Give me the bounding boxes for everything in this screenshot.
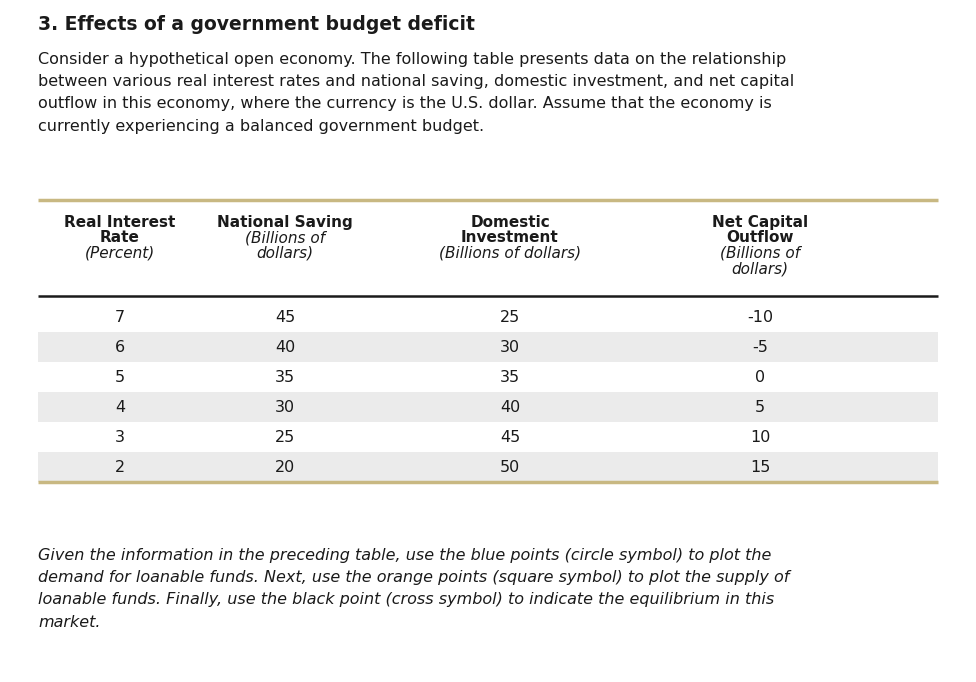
Text: 15: 15: [750, 460, 770, 475]
Text: 35: 35: [275, 370, 295, 385]
Text: 25: 25: [275, 430, 295, 445]
Text: 45: 45: [275, 310, 295, 325]
Text: Consider a hypothetical open economy. The following table presents data on the r: Consider a hypothetical open economy. Th…: [38, 52, 794, 134]
Text: 20: 20: [275, 460, 295, 475]
Text: dollars): dollars): [731, 261, 789, 276]
Text: dollars): dollars): [257, 246, 313, 261]
Bar: [38, 332, 938, 362]
Text: 7: 7: [115, 310, 125, 325]
Text: Real Interest: Real Interest: [64, 215, 176, 230]
Text: (Billions of dollars): (Billions of dollars): [439, 246, 581, 261]
Text: (Billions of: (Billions of: [720, 246, 800, 261]
Text: 30: 30: [275, 400, 295, 415]
Text: Net Capital: Net Capital: [712, 215, 808, 230]
Text: 45: 45: [500, 430, 520, 445]
Text: 30: 30: [500, 340, 520, 355]
Text: 5: 5: [115, 370, 125, 385]
Text: Investment: Investment: [461, 231, 559, 246]
Text: 10: 10: [750, 430, 770, 445]
Text: 2: 2: [115, 460, 125, 475]
Text: National Saving: National Saving: [217, 215, 353, 230]
Text: 40: 40: [500, 400, 520, 415]
Text: (Percent): (Percent): [85, 246, 155, 261]
Text: Domestic: Domestic: [470, 215, 549, 230]
Text: Given the information in the preceding table, use the blue points (circle symbol: Given the information in the preceding t…: [38, 548, 790, 629]
Text: 4: 4: [115, 400, 125, 415]
Text: 5: 5: [755, 400, 765, 415]
Text: 3: 3: [115, 430, 125, 445]
Text: 50: 50: [500, 460, 520, 475]
Text: 25: 25: [500, 310, 520, 325]
Text: -5: -5: [752, 340, 768, 355]
Text: 6: 6: [115, 340, 125, 355]
Text: -10: -10: [747, 310, 773, 325]
Text: 0: 0: [755, 370, 765, 385]
Bar: [38, 392, 938, 422]
Text: Rate: Rate: [101, 231, 140, 246]
Text: Outflow: Outflow: [726, 231, 793, 246]
Text: 35: 35: [500, 370, 520, 385]
Text: 3. Effects of a government budget deficit: 3. Effects of a government budget defici…: [38, 15, 475, 34]
Bar: [38, 452, 938, 482]
Text: 40: 40: [275, 340, 295, 355]
Text: (Billions of: (Billions of: [245, 231, 325, 246]
